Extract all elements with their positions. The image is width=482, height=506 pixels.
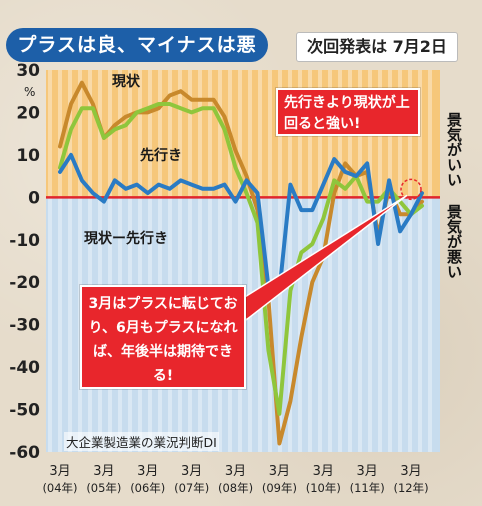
page-title: プラスは良、マイナスは悪	[6, 28, 268, 62]
next-announcement: 次回発表は 7月2日	[296, 32, 458, 62]
x-tick-year: (12年)	[393, 481, 428, 495]
series-label-diff: 現状ー先行き	[84, 230, 168, 247]
y-tick-label: 30	[16, 61, 40, 81]
source-note: 大企業製造業の業況判断DI	[64, 432, 219, 451]
side-label-bad: 景気が悪い	[445, 204, 463, 279]
x-tick-month: 3月	[49, 464, 70, 479]
y-tick-label: 20	[16, 103, 40, 123]
x-tick-year: (09年)	[262, 481, 297, 495]
y-tick-label: -60	[9, 443, 40, 463]
x-axis: 3月 (04年) 3月 (05年) 3月 (06年) 3月 (07年) 3月 (08年) 3月 (09…	[42, 464, 428, 495]
y-tick-label: -30	[9, 316, 40, 336]
y-tick-label: -10	[9, 231, 40, 251]
y-tick-label: 0	[28, 188, 40, 208]
series-label-current: 現状	[112, 73, 141, 90]
series-label-outlook: 先行き	[140, 147, 182, 164]
y-tick-label: -20	[9, 273, 40, 293]
series-lines	[58, 80, 424, 446]
series-line-current	[58, 80, 424, 446]
x-tick-month: 3月	[269, 464, 290, 479]
callout-bottom: 3月はプラスに転じており、6月もプラスになれば、年後半は期待できる!	[80, 285, 246, 389]
y-tick-label: 10	[16, 146, 40, 166]
side-label-good: 景気がいい	[445, 112, 463, 187]
x-tick-month: 3月	[93, 464, 114, 479]
x-tick-year: (05年)	[86, 481, 121, 495]
x-tick-year: (07年)	[174, 481, 209, 495]
x-tick-month: 3月	[137, 464, 158, 479]
x-tick-year: (08年)	[218, 481, 253, 495]
x-tick-year: (04年)	[42, 481, 77, 495]
y-tick-label: -50	[9, 401, 40, 421]
highlight-circle	[400, 178, 422, 201]
callout-top: 先行きより現状が上回ると強い!	[276, 88, 420, 136]
x-tick-year: (10年)	[306, 481, 341, 495]
x-tick-month: 3月	[357, 464, 378, 479]
x-tick-year: (11年)	[350, 481, 385, 495]
series-line-diff	[58, 152, 424, 293]
y-axis-unit: %	[24, 85, 35, 99]
y-axis: 30 20 10 0 -10 -20 -30 -40 -50 -60	[9, 61, 40, 463]
series-line-outlook	[58, 102, 424, 416]
x-tick-month: 3月	[313, 464, 334, 479]
series-labels: 現状 先行き 現状ー先行き	[84, 73, 182, 247]
x-tick-month: 3月	[400, 464, 421, 479]
y-tick-label: -40	[9, 358, 40, 378]
x-tick-month: 3月	[181, 464, 202, 479]
x-tick-month: 3月	[225, 464, 246, 479]
x-tick-year: (06年)	[130, 481, 165, 495]
